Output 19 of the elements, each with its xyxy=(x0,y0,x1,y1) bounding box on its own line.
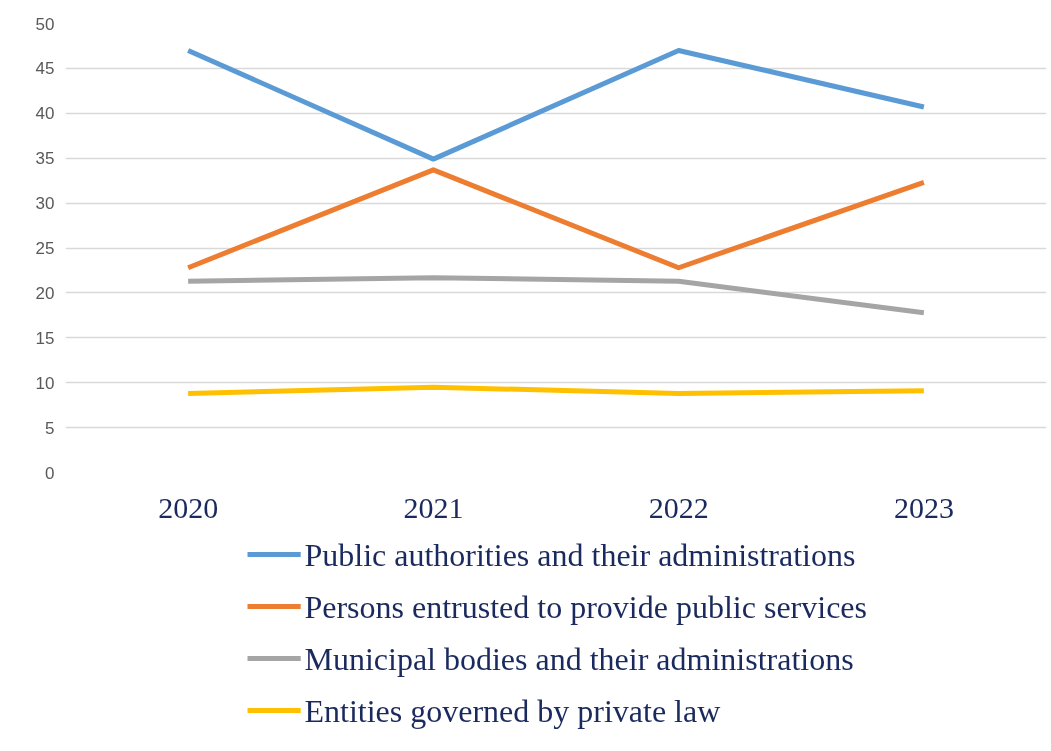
y-tick-label: 5 xyxy=(45,418,55,438)
legend-label: Persons entrusted to provide public services xyxy=(304,588,867,625)
x-tick-label: 2021 xyxy=(403,490,464,524)
y-tick-label: 35 xyxy=(35,149,55,169)
y-tick-label: 30 xyxy=(35,194,55,214)
legend-label: Entities governed by private law xyxy=(304,692,721,729)
y-tick-label: 45 xyxy=(35,59,55,79)
y-tick-label: 10 xyxy=(35,373,55,393)
legend-label: Municipal bodies and their administrations xyxy=(304,640,854,677)
x-tick-label: 2022 xyxy=(648,490,709,524)
y-tick-label: 15 xyxy=(35,328,55,348)
y-tick-label: 20 xyxy=(35,283,55,303)
legend-label: Public authorities and their administrations xyxy=(304,536,856,573)
y-tick-label: 0 xyxy=(45,463,55,483)
y-tick-label: 40 xyxy=(35,104,55,124)
y-tick-label: 25 xyxy=(35,239,55,258)
x-tick-label: 2023 xyxy=(893,490,954,524)
y-tick-label: 50 xyxy=(35,14,55,34)
x-tick-label: 2020 xyxy=(158,490,219,524)
